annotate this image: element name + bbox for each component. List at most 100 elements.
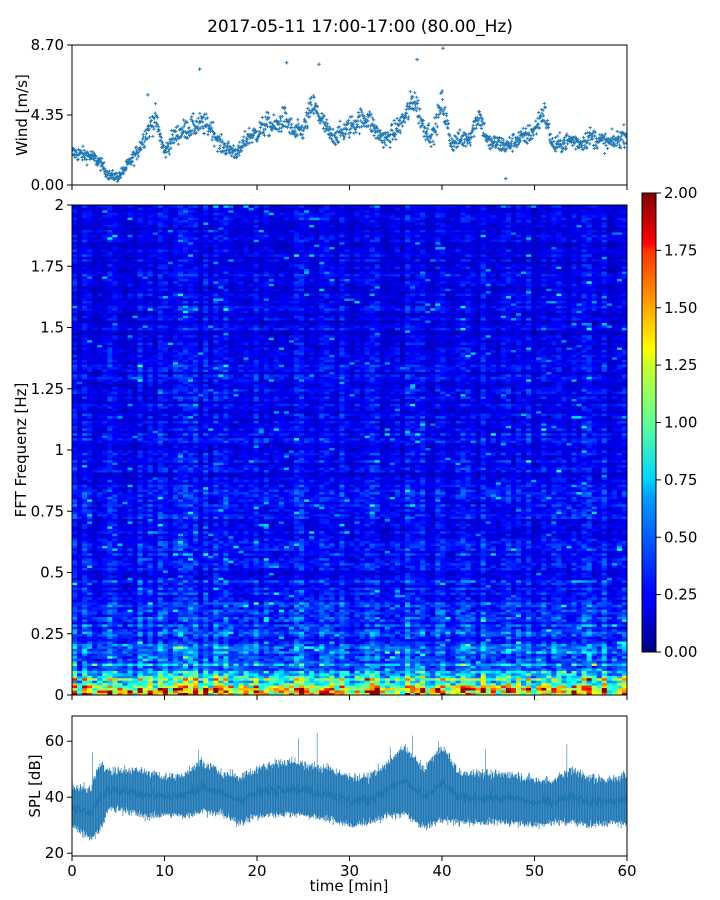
spectrogram-cell — [440, 655, 446, 659]
spectrogram-cell — [238, 616, 244, 620]
wind-data-point — [377, 137, 381, 141]
spectrogram-cell — [601, 655, 608, 659]
wind-data-point — [250, 140, 254, 145]
spectrogram-cell — [188, 665, 194, 669]
spectrogram-cell — [152, 658, 159, 662]
spectrogram-cell — [591, 668, 598, 671]
wind-data-point — [204, 112, 208, 116]
spectrogram-cell — [410, 650, 416, 654]
spectrogram-cell — [480, 621, 487, 625]
spectrogram-cell — [475, 623, 482, 627]
spectrogram-cell — [97, 650, 103, 654]
spectrogram-cell — [283, 641, 290, 644]
spectrogram-cell — [253, 648, 260, 652]
spectrogram-cell — [147, 650, 154, 654]
spectrogram-cell — [97, 687, 103, 691]
spectrogram-cell — [596, 648, 603, 652]
spectrogram-cell — [304, 646, 310, 649]
spectrogram-cell — [87, 682, 93, 686]
spectrogram-cell — [556, 672, 562, 676]
spectrogram-cell — [410, 628, 416, 632]
spectrogram-cell — [72, 628, 78, 632]
spectrogram-cell — [137, 675, 144, 679]
spectrogram-cell — [374, 680, 381, 684]
spectrogram-cell — [268, 687, 275, 691]
wind-data-point — [398, 118, 402, 122]
spectrogram-cell — [556, 643, 562, 647]
spectrogram-cell — [334, 641, 340, 644]
spectrogram-cell — [122, 636, 128, 640]
spectrogram-cell — [147, 692, 154, 695]
wind-data-point — [179, 134, 183, 138]
spectrogram-cell — [314, 648, 320, 652]
spectrogram-cell — [359, 660, 366, 664]
spectrogram-cell — [319, 643, 325, 647]
spectrogram-cell — [112, 685, 118, 689]
spectrogram-cell — [228, 628, 234, 632]
wind-data-point — [160, 141, 165, 145]
spectrogram-cell — [299, 670, 305, 674]
spectrogram-cell — [601, 650, 608, 654]
wind-data-point — [334, 143, 338, 147]
spectrogram-cell — [107, 636, 113, 640]
wind-data-point — [116, 174, 120, 178]
spectrogram-cell — [399, 628, 406, 632]
spectrogram-cell — [127, 631, 133, 635]
spectrogram-cell — [606, 680, 613, 684]
spectrogram-cell — [167, 675, 174, 679]
spectrogram-cell — [586, 675, 593, 679]
spectrogram-cell — [440, 668, 446, 671]
spectrogram-cell — [132, 638, 138, 642]
spectrogram-cell — [299, 690, 305, 693]
wind-data-point — [541, 108, 545, 112]
spectrogram-cell — [576, 685, 582, 689]
spectrogram-cell — [455, 650, 461, 654]
spectrogram-cell — [611, 619, 618, 622]
spectrogram-cell — [223, 655, 229, 659]
spectrogram-cell — [510, 626, 517, 630]
spectrogram-cell — [440, 641, 446, 644]
wind-data-point — [583, 143, 587, 147]
spectrogram-cell — [137, 660, 144, 664]
spectrogram-cell — [425, 682, 431, 686]
spectrogram-cell — [238, 643, 244, 647]
spectrogram-cell — [278, 687, 285, 691]
spectrogram-cell — [162, 621, 169, 625]
spectrogram-cell — [172, 687, 179, 691]
wind-data-point — [321, 116, 325, 120]
spectrogram-cell — [268, 655, 275, 659]
wind-data-point — [134, 145, 138, 149]
spectrogram-cell — [137, 633, 144, 637]
spectrogram-cell — [183, 626, 189, 630]
spectrogram-cell — [450, 668, 456, 671]
spectrogram-cell — [516, 658, 522, 662]
spectrogram-cell — [238, 660, 244, 664]
spectrogram-cell — [410, 619, 416, 622]
spectrogram-cell — [268, 633, 275, 637]
spectrogram-cell — [369, 680, 376, 684]
spectrogram-cell — [354, 631, 360, 635]
spectrogram-cell — [384, 668, 391, 671]
spectrogram-cell — [268, 682, 275, 686]
spectrogram-cell — [183, 665, 189, 669]
spectrogram-cell — [294, 687, 300, 691]
spectrogram-cell — [117, 682, 123, 686]
spectrogram-cell — [137, 619, 144, 622]
spectrogram-cell — [435, 641, 441, 644]
wind-data-point — [591, 137, 595, 141]
wind-data-point — [191, 122, 196, 126]
spectrogram-cell — [208, 672, 214, 676]
spectrogram-cell — [117, 616, 123, 620]
wind-data-point — [220, 139, 225, 143]
spectrogram-cell — [278, 623, 285, 627]
spectrogram-cell — [238, 631, 244, 635]
spectrogram-cell — [167, 670, 174, 674]
spectrogram-cell — [334, 653, 340, 657]
spectrogram-cell — [591, 672, 598, 676]
wind-data-point — [346, 118, 351, 122]
spectrogram-cell — [233, 628, 239, 632]
spectrogram-cell — [183, 636, 189, 640]
spectrogram-cell — [374, 663, 381, 666]
spectrogram-cell — [455, 633, 461, 637]
wind-data-point — [289, 117, 293, 121]
